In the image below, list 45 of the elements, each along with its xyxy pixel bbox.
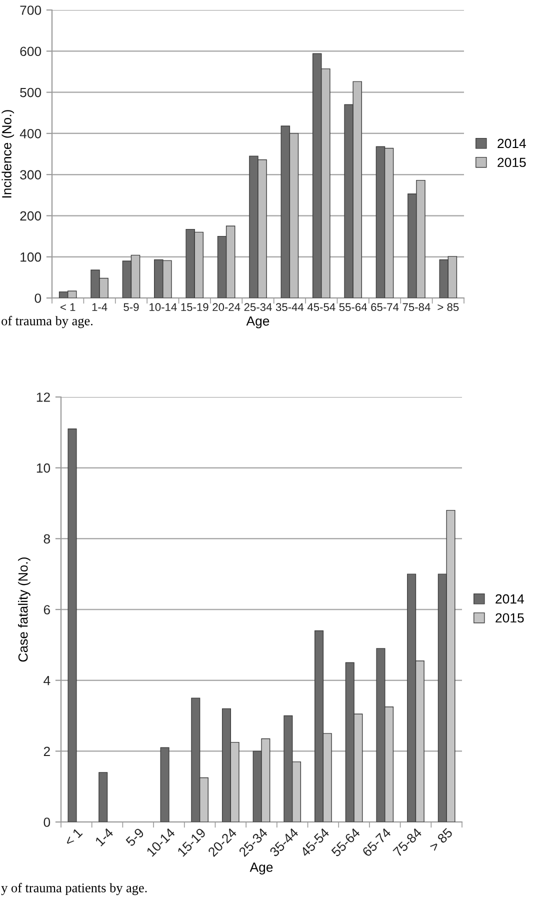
- y-tick-label: 700: [20, 6, 42, 15]
- y-tick-label: 2: [44, 746, 50, 756]
- x-tick-label: < 1: [64, 828, 83, 846]
- x-tick-label: 10-14: [150, 303, 177, 312]
- y-tick-label: 600: [20, 46, 42, 56]
- y-tick-label: 0: [34, 294, 42, 303]
- y-tick-label: 8: [44, 534, 50, 544]
- x-tick-label: 5-9: [124, 303, 139, 312]
- y-tick-label: 10: [36, 463, 50, 473]
- x-tick-label: 25-34: [244, 303, 272, 312]
- y-tick-label: 300: [20, 170, 42, 180]
- y-axis-title: Incidence (No.): [2, 110, 14, 198]
- y-tick-label: 100: [20, 252, 42, 262]
- y-tick-label: 400: [20, 128, 42, 138]
- y-axis-title: Case fatality (No.): [18, 558, 30, 662]
- x-tick-label: 1-4: [92, 303, 108, 311]
- y-tick-label: 4: [44, 676, 50, 686]
- legend-label: 2015: [498, 158, 526, 168]
- x-tick-label: 55-64: [339, 303, 367, 312]
- x-axis-title: Age: [246, 316, 270, 328]
- bar: [68, 428, 77, 822]
- bar: [160, 747, 170, 822]
- text: y of trauma patients by age.: [1, 882, 147, 896]
- x-tick-label: < 1: [60, 303, 76, 311]
- y-tick-label: 6: [44, 605, 50, 614]
- x-tick-label: 1-4: [94, 827, 114, 846]
- y-tick-label: 500: [20, 88, 42, 98]
- x-tick-label: > 85: [438, 303, 459, 312]
- y-tick-label: 12: [36, 392, 50, 402]
- text: of trauma by age.: [2, 316, 93, 328]
- bar: [98, 772, 108, 822]
- x-tick-label: 75-84: [402, 303, 430, 312]
- x-tick-label: 65-74: [371, 303, 399, 312]
- x-tick-label: 15-19: [181, 303, 208, 312]
- legend-label: 2014: [498, 138, 526, 148]
- x-axis-title: Age: [250, 862, 273, 874]
- x-tick-label: 5-9: [125, 828, 145, 847]
- x-tick-label: > 85: [428, 828, 454, 852]
- x-tick-label: 20-24: [212, 303, 240, 312]
- x-tick-label: 45-54: [307, 303, 336, 312]
- x-tick-label: 35-44: [276, 303, 304, 312]
- y-tick-label: 200: [20, 211, 42, 221]
- y-tick-label: 0: [44, 818, 50, 827]
- legend-label: 2014: [496, 594, 524, 604]
- legend-label: 2015: [496, 613, 524, 623]
